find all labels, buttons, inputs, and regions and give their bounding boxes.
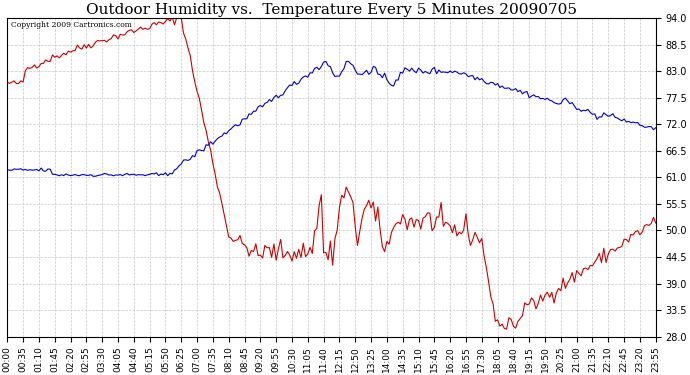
Text: Copyright 2009 Cartronics.com: Copyright 2009 Cartronics.com xyxy=(10,21,131,29)
Title: Outdoor Humidity vs.  Temperature Every 5 Minutes 20090705: Outdoor Humidity vs. Temperature Every 5… xyxy=(86,3,577,17)
